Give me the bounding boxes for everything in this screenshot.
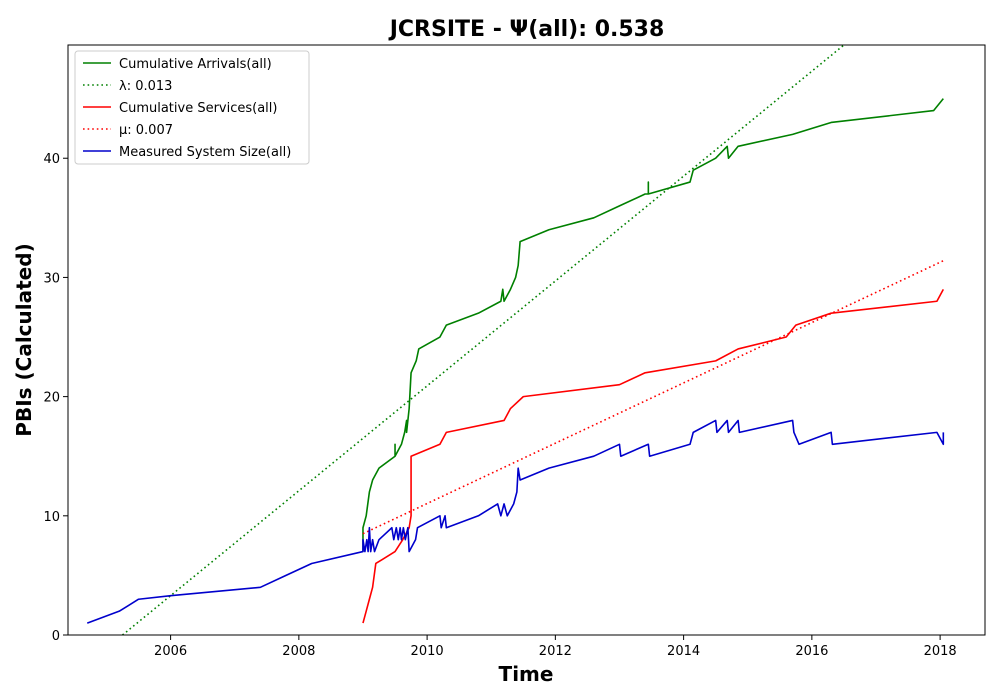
x-tick-label: 2018 (924, 644, 957, 659)
legend-entry-3: Cumulative Services(all) (119, 101, 277, 116)
series-line-3 (362, 288, 945, 624)
legend: Cumulative Arrivals(all) λ: 0.013 Cumulati… (74, 50, 310, 165)
series-line-1 (362, 98, 944, 552)
legend-entry-5: Measured System Size(all) (119, 145, 291, 160)
series-line-2 (122, 45, 845, 635)
legend-entry-4: μ: 0.007 (119, 123, 173, 138)
x-tick-label: 2010 (411, 644, 444, 659)
legend-entry-2: λ: 0.013 (119, 79, 172, 94)
plot-lines (86, 45, 945, 635)
y-tick-label: 30 (43, 271, 60, 286)
x-axis-ticks: 2006 2008 2010 2012 2014 2016 2018 (154, 635, 957, 659)
y-axis-label: PBIs (Calculated) (12, 243, 36, 436)
x-tick-label: 2016 (795, 644, 828, 659)
y-tick-label: 10 (43, 510, 60, 525)
legend-entry-1: Cumulative Arrivals(all) (119, 57, 272, 72)
legend-box (74, 50, 310, 165)
y-axis-ticks: 0 10 20 30 40 (43, 152, 68, 644)
y-tick-label: 40 (43, 152, 60, 167)
x-axis-label: Time (499, 662, 554, 686)
series-line-4 (362, 260, 944, 535)
x-tick-label: 2008 (282, 644, 315, 659)
chart-title: JCRSITE - Ψ(all): 0.538 (388, 17, 665, 42)
x-tick-label: 2012 (539, 644, 572, 659)
x-tick-label: 2006 (154, 644, 187, 659)
series-line-5 (86, 419, 945, 624)
plot-frame (67, 44, 986, 636)
y-tick-label: 0 (52, 629, 60, 644)
x-tick-label: 2014 (667, 644, 700, 659)
y-tick-label: 20 (43, 391, 60, 406)
